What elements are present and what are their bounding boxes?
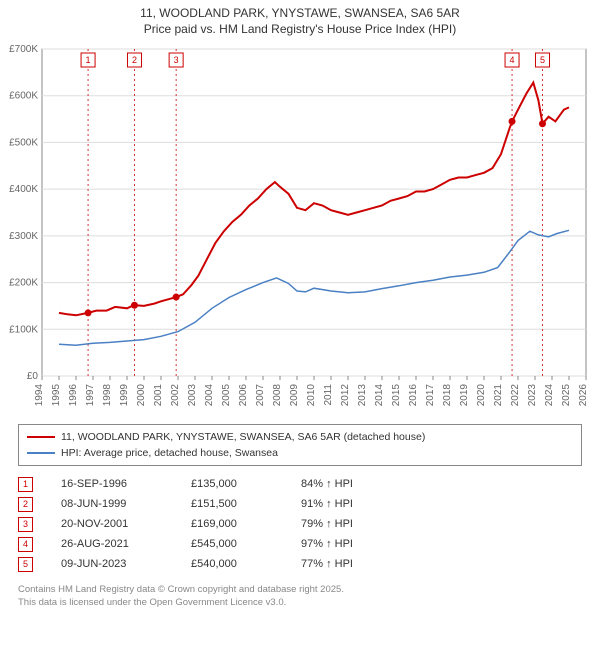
chart-title: 11, WOODLAND PARK, YNYSTAWE, SWANSEA, SA… xyxy=(0,0,600,39)
svg-text:1999: 1999 xyxy=(119,384,130,407)
title-line-2: Price paid vs. HM Land Registry's House … xyxy=(10,22,590,38)
footer-line-1: Contains HM Land Registry data © Crown c… xyxy=(18,584,582,596)
svg-text:2003: 2003 xyxy=(187,384,198,407)
transaction-marker: 1 xyxy=(18,477,33,492)
svg-text:3: 3 xyxy=(174,55,179,65)
svg-text:£600K: £600K xyxy=(9,91,38,102)
transaction-date: 09-JUN-2023 xyxy=(61,558,191,570)
transaction-hpi: 77% ↑ HPI xyxy=(301,558,421,570)
svg-text:2008: 2008 xyxy=(272,384,283,407)
legend-item: HPI: Average price, detached house, Swan… xyxy=(27,445,573,461)
transaction-marker: 3 xyxy=(18,517,33,532)
footer: Contains HM Land Registry data © Crown c… xyxy=(0,578,600,619)
chart-plot: £0 £100K £200K £300K £400K £500K £600K £700K 199… xyxy=(0,39,600,424)
svg-text:2022: 2022 xyxy=(510,384,521,407)
legend-item: 11, WOODLAND PARK, YNYSTAWE, SWANSEA, SA… xyxy=(27,429,573,445)
svg-text:1998: 1998 xyxy=(102,384,113,407)
title-line-1: 11, WOODLAND PARK, YNYSTAWE, SWANSEA, SA… xyxy=(10,6,590,22)
svg-text:2026: 2026 xyxy=(578,384,589,407)
svg-text:£100K: £100K xyxy=(9,324,38,335)
transaction-row: 5 09-JUN-2023£540,00077% ↑ HPI xyxy=(18,554,582,574)
svg-text:£200K: £200K xyxy=(9,278,38,289)
svg-text:2007: 2007 xyxy=(255,384,266,407)
svg-text:2021: 2021 xyxy=(493,384,504,407)
svg-text:2006: 2006 xyxy=(238,384,249,407)
legend-label: HPI: Average price, detached house, Swan… xyxy=(61,447,278,459)
svg-text:2010: 2010 xyxy=(306,384,317,407)
transaction-date: 16-SEP-1996 xyxy=(61,478,191,490)
svg-text:5: 5 xyxy=(540,55,545,65)
svg-text:2004: 2004 xyxy=(204,384,215,407)
transactions-table: 1 16-SEP-1996£135,00084% ↑ HPI 2 08-JUN-199… xyxy=(18,474,582,574)
svg-text:2001: 2001 xyxy=(153,384,164,407)
svg-text:£700K: £700K xyxy=(9,44,38,55)
svg-text:1997: 1997 xyxy=(85,384,96,407)
svg-text:2020: 2020 xyxy=(476,384,487,407)
svg-text:2009: 2009 xyxy=(289,384,300,407)
svg-text:1995: 1995 xyxy=(51,384,62,407)
svg-text:2024: 2024 xyxy=(544,384,555,407)
transaction-date: 26-AUG-2021 xyxy=(61,538,191,550)
legend-swatch xyxy=(27,452,55,454)
svg-text:2: 2 xyxy=(132,55,137,65)
chart-container: 11, WOODLAND PARK, YNYSTAWE, SWANSEA, SA… xyxy=(0,0,600,619)
transaction-price: £545,000 xyxy=(191,538,301,550)
svg-text:1996: 1996 xyxy=(68,384,79,407)
svg-text:£0: £0 xyxy=(27,371,39,382)
transaction-hpi: 91% ↑ HPI xyxy=(301,498,421,510)
transaction-marker: 4 xyxy=(18,537,33,552)
transaction-hpi: 84% ↑ HPI xyxy=(301,478,421,490)
transaction-marker: 5 xyxy=(18,557,33,572)
transaction-hpi: 97% ↑ HPI xyxy=(301,538,421,550)
svg-text:2013: 2013 xyxy=(357,384,368,407)
svg-text:2025: 2025 xyxy=(561,384,572,407)
svg-text:2016: 2016 xyxy=(408,384,419,407)
footer-line-2: This data is licensed under the Open Gov… xyxy=(18,597,582,609)
svg-text:2005: 2005 xyxy=(221,384,232,407)
legend: 11, WOODLAND PARK, YNYSTAWE, SWANSEA, SA… xyxy=(18,424,582,466)
transaction-row: 4 26-AUG-2021£545,00097% ↑ HPI xyxy=(18,534,582,554)
svg-text:2023: 2023 xyxy=(527,384,538,407)
svg-text:£500K: £500K xyxy=(9,138,38,149)
transaction-marker: 2 xyxy=(18,497,33,512)
svg-text:1994: 1994 xyxy=(34,384,45,407)
svg-text:2018: 2018 xyxy=(442,384,453,407)
svg-text:2012: 2012 xyxy=(340,384,351,407)
transaction-price: £169,000 xyxy=(191,518,301,530)
svg-text:2014: 2014 xyxy=(374,384,385,407)
svg-text:2000: 2000 xyxy=(136,384,147,407)
svg-text:2002: 2002 xyxy=(170,384,181,407)
transaction-row: 3 20-NOV-2001£169,00079% ↑ HPI xyxy=(18,514,582,534)
svg-text:2019: 2019 xyxy=(459,384,470,407)
svg-text:1: 1 xyxy=(86,55,91,65)
transaction-price: £151,500 xyxy=(191,498,301,510)
transaction-hpi: 79% ↑ HPI xyxy=(301,518,421,530)
svg-text:2015: 2015 xyxy=(391,384,402,407)
svg-text:2017: 2017 xyxy=(425,384,436,407)
legend-swatch xyxy=(27,436,55,438)
legend-label: 11, WOODLAND PARK, YNYSTAWE, SWANSEA, SA… xyxy=(61,431,425,443)
transaction-price: £135,000 xyxy=(191,478,301,490)
chart-svg: £0 £100K £200K £300K £400K £500K £600K £700K 199… xyxy=(0,39,600,424)
svg-text:£400K: £400K xyxy=(9,184,38,195)
transaction-row: 1 16-SEP-1996£135,00084% ↑ HPI xyxy=(18,474,582,494)
transaction-date: 20-NOV-2001 xyxy=(61,518,191,530)
transaction-row: 2 08-JUN-1999£151,50091% ↑ HPI xyxy=(18,494,582,514)
svg-text:£300K: £300K xyxy=(9,231,38,242)
svg-text:2011: 2011 xyxy=(323,384,334,406)
svg-text:4: 4 xyxy=(510,55,515,65)
transaction-date: 08-JUN-1999 xyxy=(61,498,191,510)
transaction-price: £540,000 xyxy=(191,558,301,570)
